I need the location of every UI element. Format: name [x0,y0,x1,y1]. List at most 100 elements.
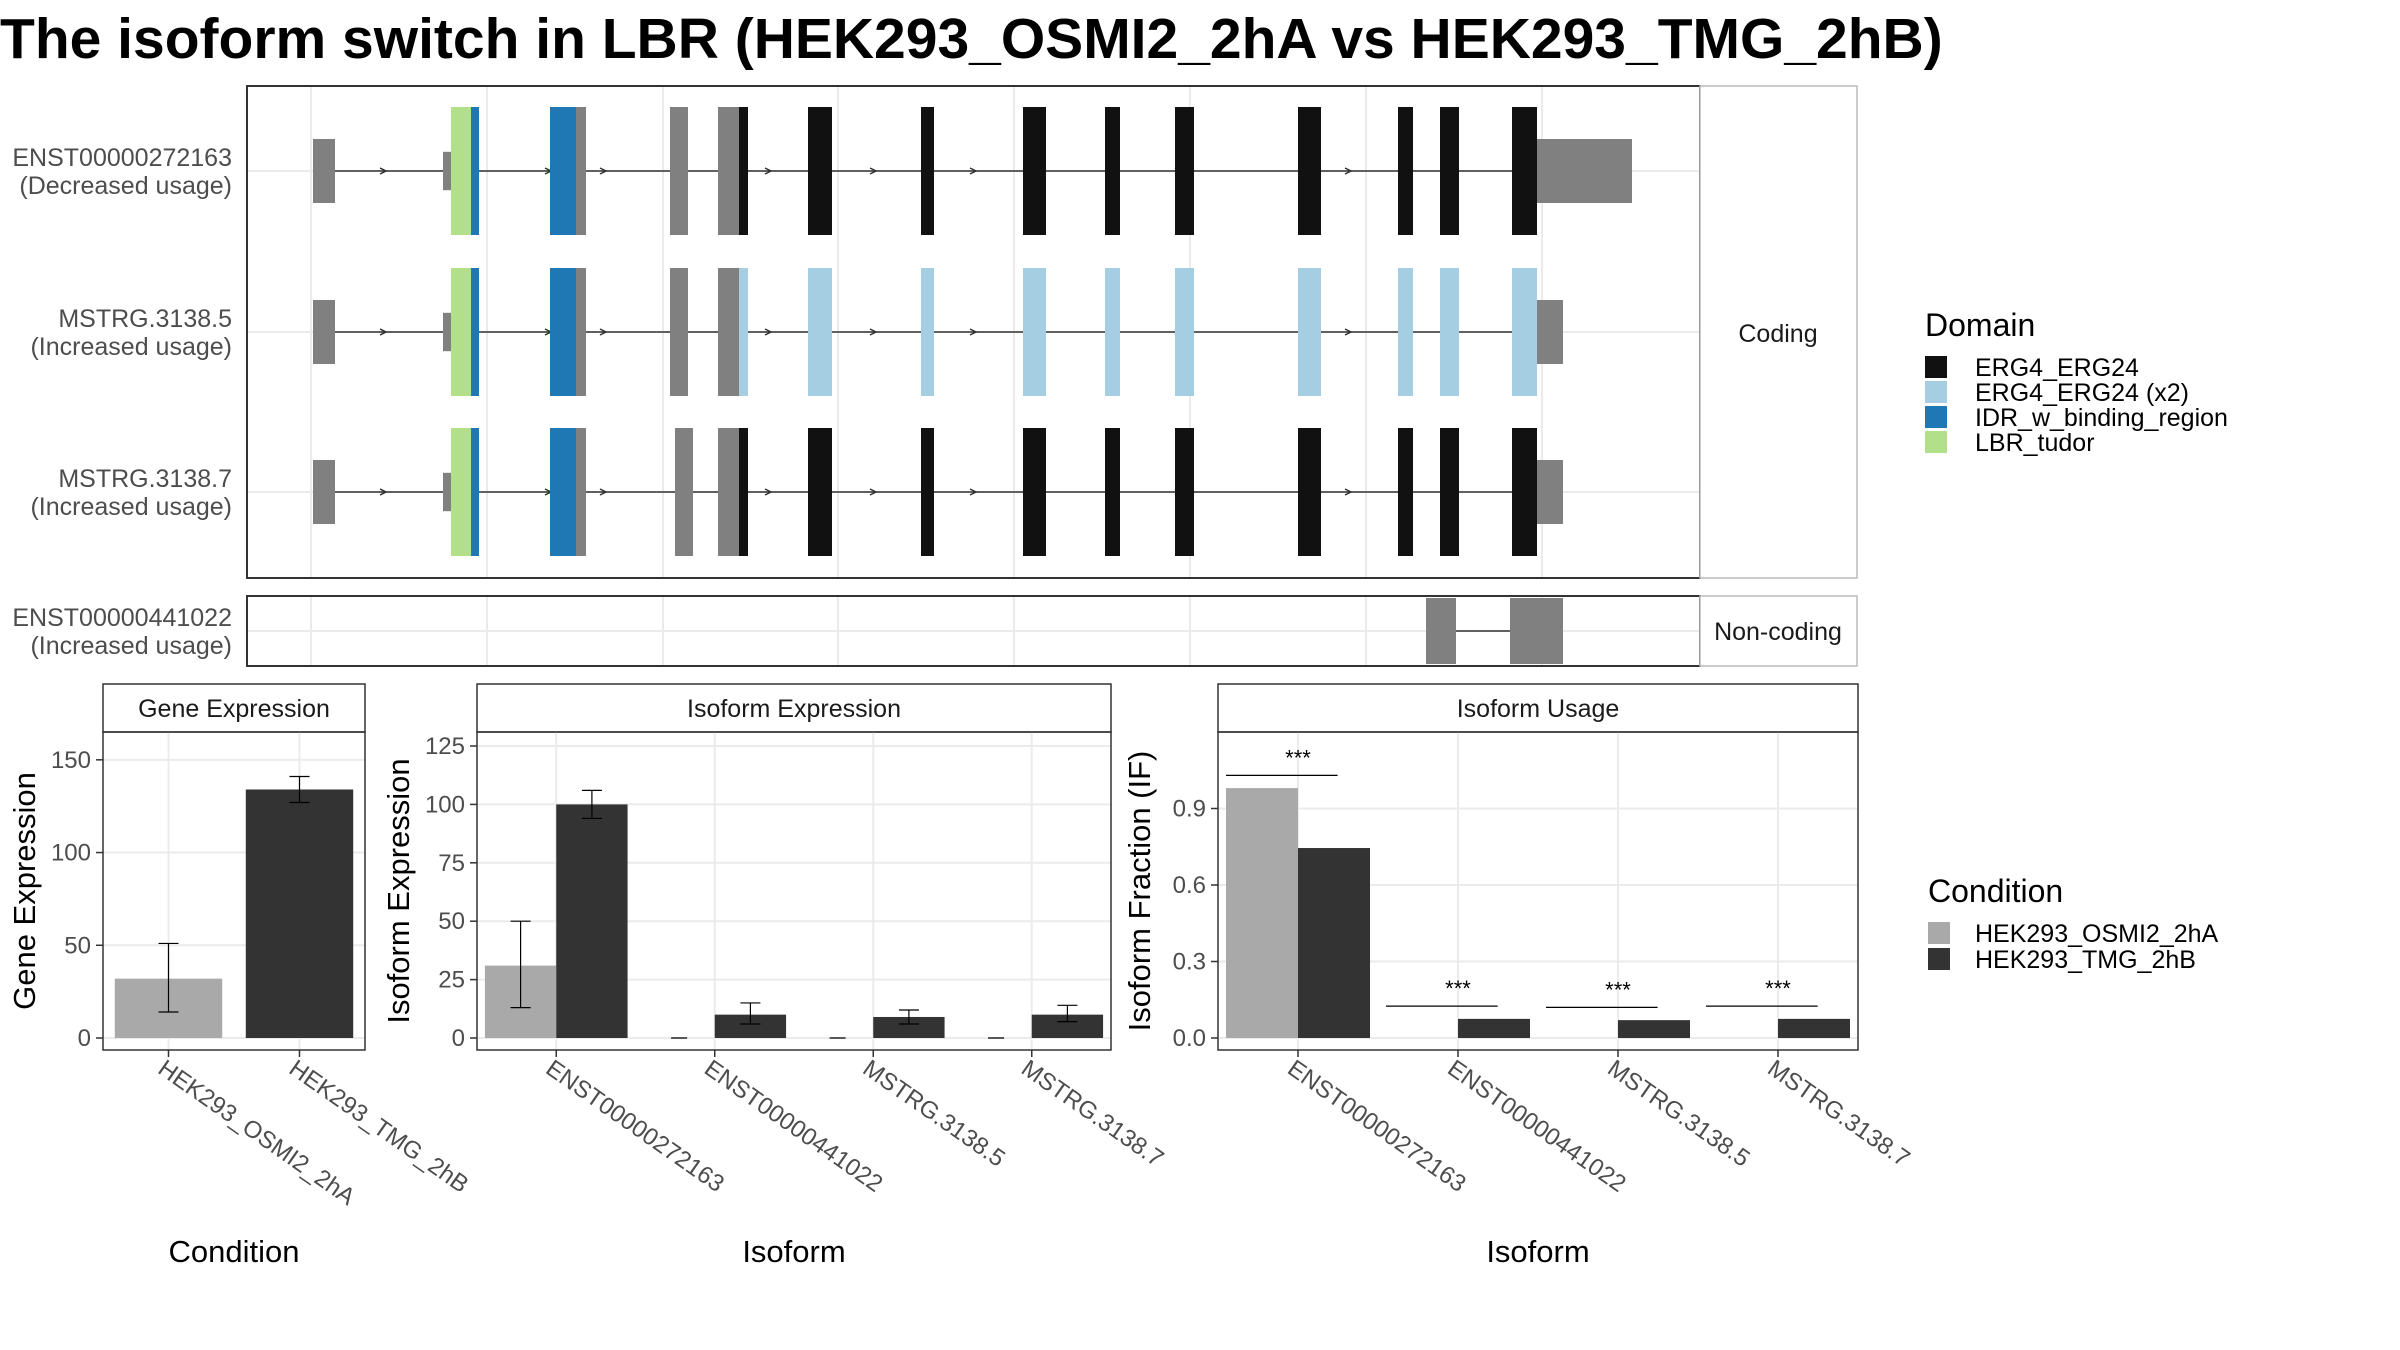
utr-exon [313,139,335,203]
x-tick-label: MSTRG.3138.5 [858,1055,1010,1173]
domain-block-erg4-erg24 [1440,428,1459,556]
intron-arrow [869,328,878,336]
legend-label-osmi2: HEK293_OSMI2_2hA [1975,920,2219,948]
domain-block-idr [550,428,576,556]
domain-block-erg4-erg24 [1105,107,1120,235]
intron-arrow [869,488,878,496]
domain-block-erg4-erg24-x2 [1440,268,1459,396]
transcript-introns [323,167,1537,632]
panel-title: Isoform Usage [1457,695,1620,723]
domain-block-erg4-erg24 [1175,107,1194,235]
significance-label: *** [1445,976,1471,1001]
transcript-label-2-id: MSTRG.3138.5 [58,305,232,333]
noncoding-exon [1426,598,1456,664]
legend-key-lbr-tudor [1925,431,1947,453]
legend-key-tmg [1928,948,1950,970]
domain-block-erg4-erg24-x2 [739,268,748,396]
y-tick-label: 150 [51,747,91,774]
domain-block-idr [471,268,479,396]
structure-panel: Coding Non-coding ENST00000272163 (Decre… [12,85,1858,667]
domain-block-lbr-tudor [451,268,471,396]
utr-exon [443,151,451,191]
cds-exon [718,107,739,235]
domain-block-idr [550,268,576,396]
x-axis-title: Isoform [1486,1234,1589,1269]
domain-block-idr [471,428,479,556]
cds-exon [576,107,586,235]
significance-label: *** [1765,976,1791,1001]
bar [873,1016,945,1038]
domain-block-erg4-erg24 [1298,428,1321,556]
utr-exon [313,460,335,524]
domain-block-idr [471,107,479,235]
y-tick-label: 75 [438,850,465,877]
x-tick-label: MSTRG.3138.7 [1763,1055,1915,1173]
domain-block-erg4-erg24 [1512,428,1537,556]
utr-exon [443,472,451,512]
domain-block-erg4-erg24 [921,428,934,556]
utr-exon [443,312,451,352]
cds-exon [576,268,586,396]
domain-block-erg4-erg24 [739,428,748,556]
y-axis-title: Isoform Fraction (IF) [1122,751,1157,1032]
utr-exon [1537,139,1632,203]
cds-exon [670,268,688,396]
domain-block-erg4-erg24-x2 [1105,268,1120,396]
transcript-label-2-usage: (Increased usage) [30,333,232,361]
intron-arrow [969,328,978,336]
y-tick-label: 100 [51,840,91,867]
bar [556,804,628,1038]
y-tick-label: 50 [438,908,465,935]
intron-arrow [599,488,608,496]
facet-label-noncoding: Non-coding [1714,618,1842,646]
y-axis-title: Isoform Expression [381,758,416,1023]
domain-block-erg4-erg24 [1023,107,1046,235]
bar [714,1014,787,1038]
isoform-expression-chart: Isoform Expression0255075100125ENST00000… [381,683,1168,1269]
panel-border [1217,731,1859,1051]
domain-block-erg4-erg24-x2 [808,268,832,396]
domain-block-erg4-erg24 [808,107,832,235]
figure-title: The isoform switch in LBR (HEK293_OSMI2_… [0,7,1943,71]
x-axis-title: Isoform [742,1234,845,1269]
transcript-label-1-id: ENST00000272163 [12,144,232,172]
y-tick-label: 0.3 [1173,949,1206,976]
transcript-label-3-id: MSTRG.3138.7 [58,465,232,493]
utr-exon [1537,460,1563,524]
legend-label-erg4-erg24: ERG4_ERG24 [1975,354,2139,382]
intron-arrow [869,167,878,175]
domain-block-erg4-erg24 [1023,428,1046,556]
domain-block-erg4-erg24 [1398,107,1413,235]
panel-title: Isoform Expression [687,695,901,723]
y-tick-label: 0 [78,1025,91,1052]
legend-key-erg4-erg24 [1925,356,1947,378]
facet-label-coding: Coding [1738,320,1817,348]
intron-arrow [764,328,773,336]
bar [245,789,354,1038]
y-tick-label: 0.9 [1173,796,1206,823]
legend-label-idr: IDR_w_binding_region [1975,404,2228,432]
noncoding-facet-strip [1699,595,1858,667]
y-tick-label: 0.0 [1173,1025,1206,1052]
intron-arrow [1344,167,1353,175]
utr-exon [1537,300,1563,364]
x-tick-label: MSTRG.3138.5 [1603,1055,1755,1173]
y-tick-label: 50 [64,932,91,959]
coding-facet-strip [1699,85,1858,579]
x-axis-title: Condition [169,1234,300,1269]
noncoding-exon [1510,598,1563,664]
transcript-label-3-usage: (Increased usage) [30,493,232,521]
condition-legend: Condition HEK293_OSMI2_2hA HEK293_TMG_2h… [1928,873,2219,974]
x-tick-label: MSTRG.3138.7 [1016,1055,1168,1173]
intron-arrow [379,167,388,175]
domain-block-erg4-erg24-x2 [1512,268,1537,396]
cds-exon [718,268,739,396]
panel-strip [1217,683,1859,733]
bar [1778,1018,1850,1038]
y-axis-title: Gene Expression [7,772,42,1010]
transcript-label-1-usage: (Decreased usage) [19,172,232,200]
domain-block-erg4-erg24 [808,428,832,556]
domain-block-erg4-erg24 [1440,107,1459,235]
significance-label: *** [1605,977,1631,1002]
